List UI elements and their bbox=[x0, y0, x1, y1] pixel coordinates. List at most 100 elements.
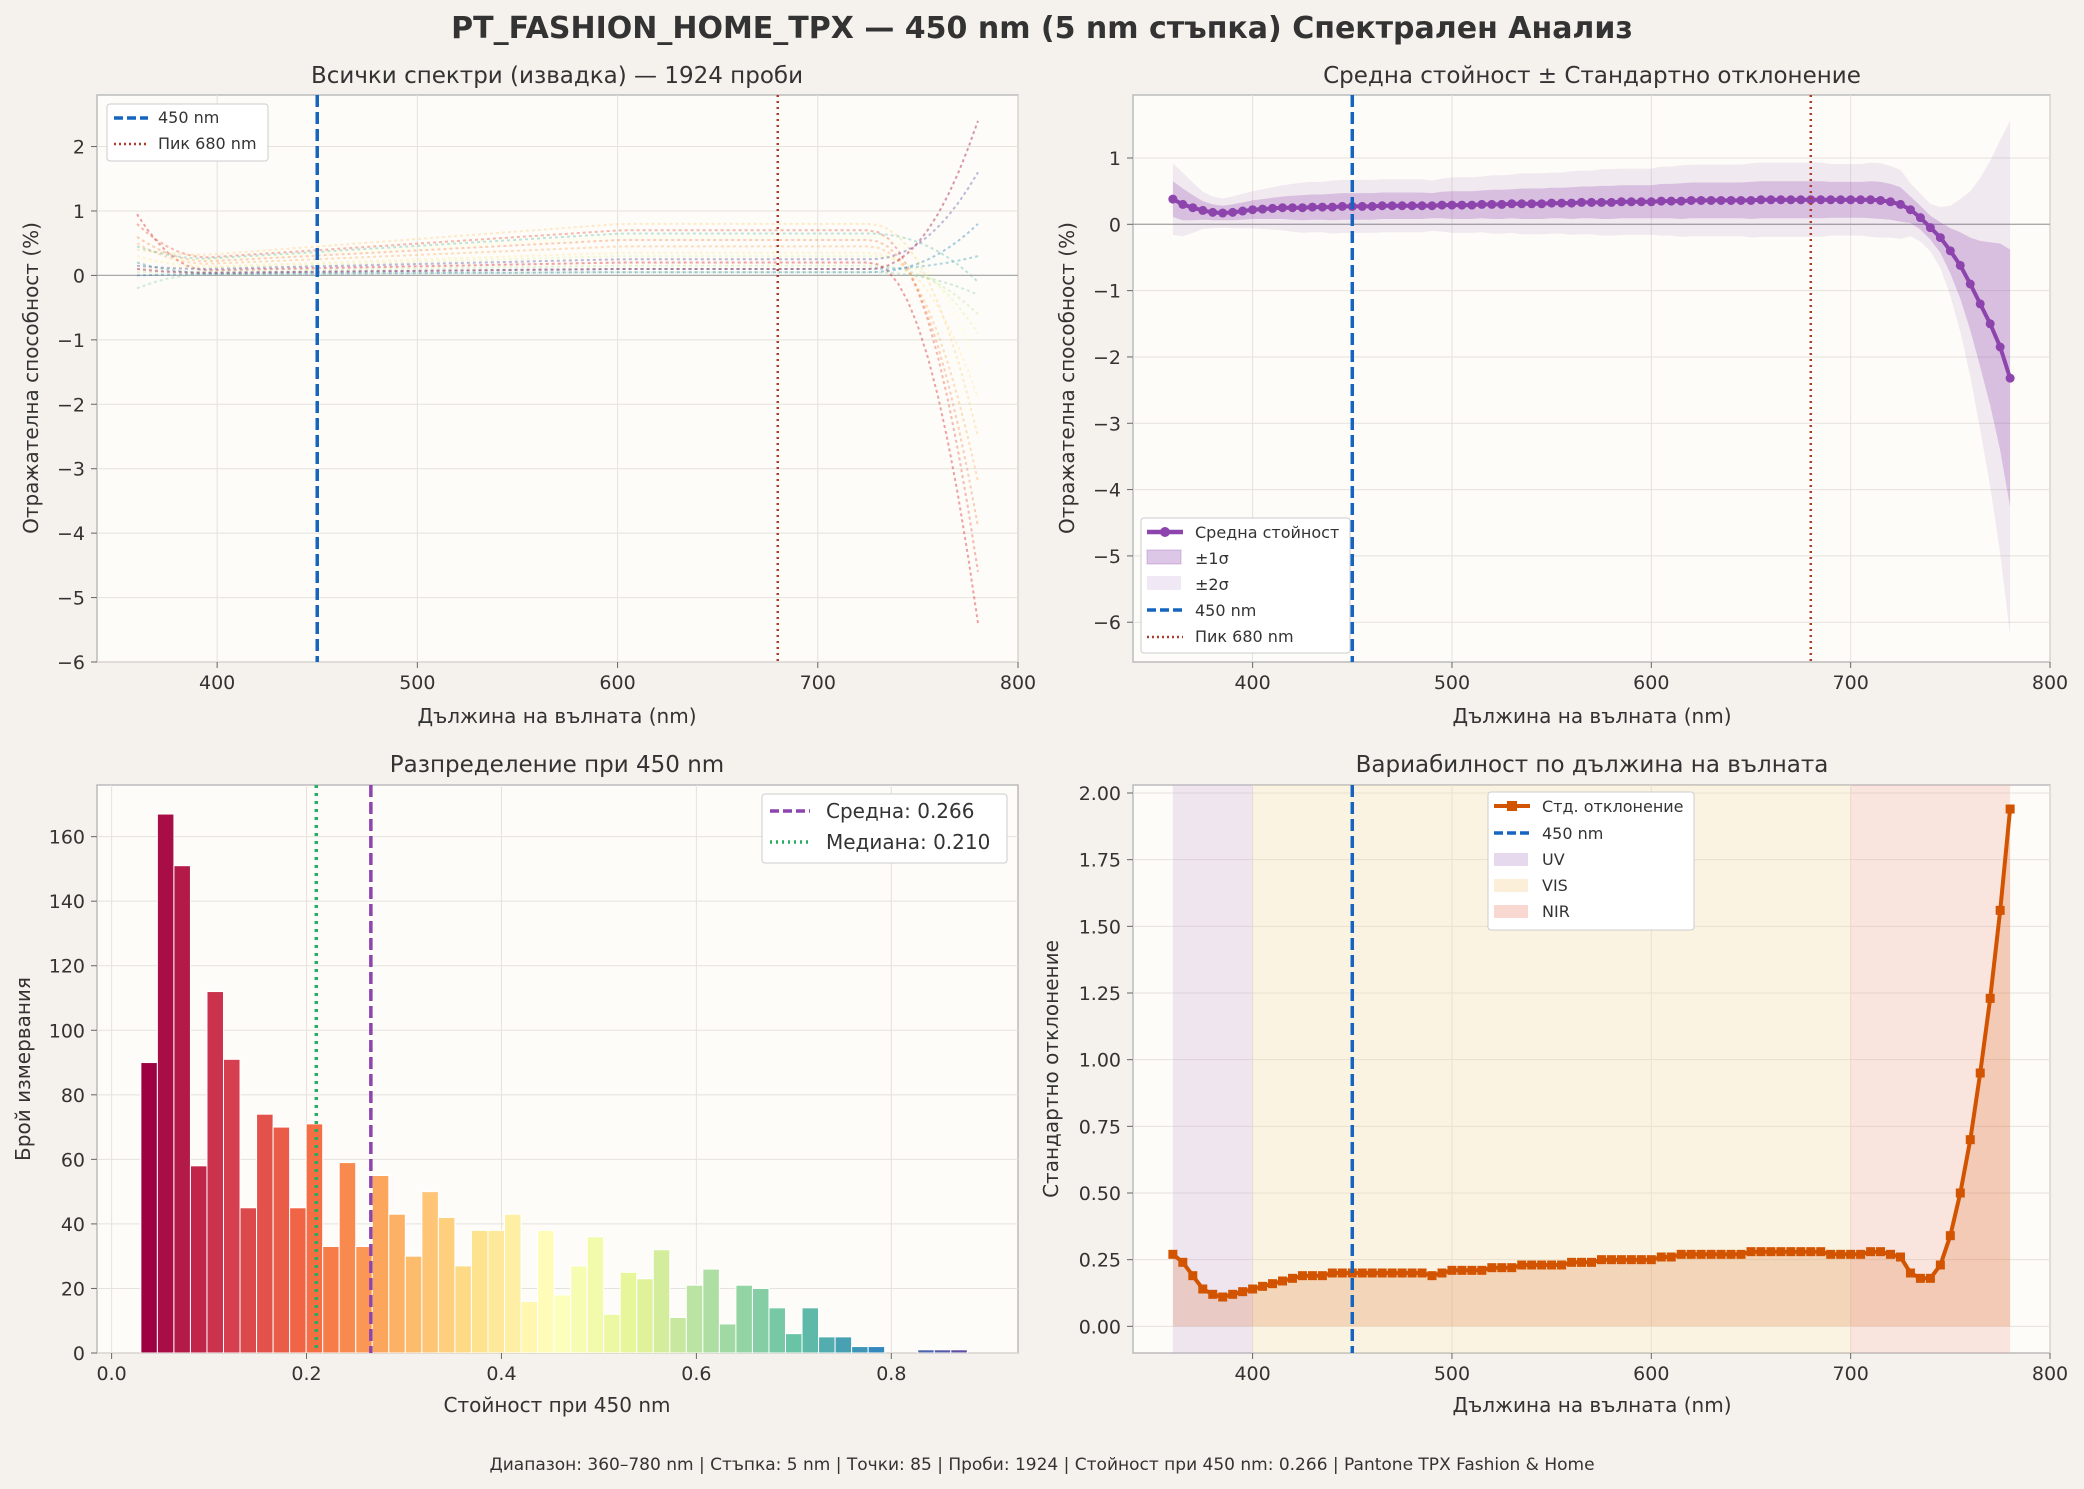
mean-point bbox=[1337, 201, 1347, 211]
legend-entry: ±2σ bbox=[1195, 575, 1229, 594]
grid bbox=[1133, 95, 2051, 662]
std-point bbox=[1886, 1249, 1896, 1259]
mean-point bbox=[1517, 199, 1527, 209]
legend-entry: VIS bbox=[1542, 876, 1568, 895]
mean-point bbox=[1856, 195, 1866, 205]
mean-point bbox=[1776, 195, 1786, 205]
panel-title: Разпределение при 450 nm bbox=[390, 752, 724, 778]
y-tick-label: −4 bbox=[1093, 480, 1121, 502]
histogram-bar bbox=[206, 991, 225, 1353]
spectrum-curve bbox=[136, 271, 979, 296]
y-tick-label: 1.00 bbox=[1079, 1050, 1121, 1072]
mean-point bbox=[1945, 246, 1955, 256]
data-layer bbox=[136, 95, 979, 662]
axes: 400 500 600 700 800 0.00 0.25 0.50 0.75 1.00 1.25 1… bbox=[1079, 783, 2068, 1385]
histogram-bar bbox=[950, 1349, 968, 1353]
std-point bbox=[1198, 1284, 1208, 1294]
std-point bbox=[1955, 1188, 1965, 1198]
mean-point bbox=[1357, 201, 1367, 211]
histogram-bar bbox=[553, 1294, 572, 1353]
mean-point bbox=[1806, 195, 1816, 205]
std-point bbox=[1228, 1289, 1238, 1299]
histogram-bar bbox=[619, 1271, 638, 1353]
mean-point bbox=[2005, 373, 2015, 383]
y-tick-label: −3 bbox=[57, 459, 85, 481]
std-point bbox=[1587, 1257, 1596, 1267]
spectrum-curve bbox=[136, 264, 979, 315]
std-point bbox=[1596, 1255, 1606, 1265]
y-tick-label: 100 bbox=[49, 1020, 85, 1042]
std-point bbox=[1577, 1257, 1587, 1267]
y-tick-label: 40 bbox=[61, 1214, 85, 1236]
x-axis-label: Дължина на вълната (nm) bbox=[1453, 704, 1732, 728]
std-point bbox=[1487, 1263, 1497, 1273]
spectrum-curve bbox=[136, 120, 979, 274]
y-tick-label: 160 bbox=[49, 827, 85, 849]
std-point bbox=[1208, 1289, 1218, 1299]
std-point bbox=[1188, 1271, 1198, 1281]
std-point bbox=[1537, 1260, 1547, 1270]
mean-point bbox=[1487, 199, 1497, 209]
std-point bbox=[1856, 1249, 1866, 1259]
histogram-bar bbox=[256, 1113, 274, 1353]
histogram-bar bbox=[685, 1284, 704, 1353]
histogram-bar bbox=[652, 1249, 671, 1353]
std-point bbox=[1437, 1268, 1447, 1278]
mean-point bbox=[1826, 195, 1836, 205]
mean-point bbox=[1327, 202, 1337, 212]
std-point bbox=[1287, 1273, 1297, 1283]
mean-point bbox=[1895, 199, 1905, 209]
axes: 400 500 600 700 800 −6 −5 −4 −3 −2 −1 0 1 bbox=[1093, 148, 2068, 694]
histogram-bar bbox=[603, 1313, 621, 1353]
std-point bbox=[1397, 1268, 1407, 1278]
mean-point bbox=[1447, 200, 1457, 210]
mean-point bbox=[1985, 319, 1995, 329]
y-tick-label: −5 bbox=[1093, 546, 1121, 568]
mean-point bbox=[1537, 199, 1547, 209]
std-point bbox=[1517, 1260, 1527, 1270]
mean-point bbox=[1577, 197, 1587, 207]
histogram-bar bbox=[388, 1213, 406, 1353]
std-point bbox=[1447, 1265, 1457, 1275]
legend-entry: Средна стойност bbox=[1195, 523, 1339, 542]
histogram-bar bbox=[933, 1349, 952, 1353]
std-point bbox=[1796, 1247, 1806, 1257]
y-axis-label: Стандартно отклонение bbox=[1039, 940, 1063, 1198]
legend-entry: ±1σ bbox=[1195, 549, 1229, 568]
mean-point bbox=[1955, 260, 1965, 270]
std-point bbox=[1925, 1273, 1935, 1283]
mean-point bbox=[1168, 194, 1178, 204]
histogram-bar bbox=[834, 1336, 853, 1353]
y-axis-label: Брой измервания bbox=[11, 977, 35, 1161]
figure-title: PT_FASHION_HOME_TPX — 450 nm (5 nm стъпк… bbox=[451, 11, 1633, 46]
mean-point bbox=[1796, 195, 1806, 205]
legend-entry: 450 nm bbox=[1195, 601, 1256, 620]
y-tick-label: 1 bbox=[1109, 148, 1121, 170]
spectrum-curve bbox=[136, 235, 979, 366]
legend-entry: Средна: 0.266 bbox=[826, 799, 974, 823]
std-point bbox=[1467, 1265, 1477, 1275]
histogram-bar bbox=[239, 1207, 258, 1353]
y-axis-label: Отражателна способност (%) bbox=[1055, 222, 1079, 534]
legend-entry: Пик 680 nm bbox=[158, 134, 257, 153]
std-point bbox=[1995, 905, 2005, 915]
spectrum-curve bbox=[136, 251, 979, 399]
histogram-bar bbox=[189, 1165, 208, 1353]
axes: 0.0 0.2 0.4 0.6 0.8 0 20 40 60 80 100 120 140 160 bbox=[49, 827, 907, 1385]
mean-point bbox=[1287, 203, 1297, 213]
std-point bbox=[1676, 1249, 1686, 1259]
mean-point bbox=[1457, 200, 1467, 210]
mean-point bbox=[1736, 195, 1746, 205]
mean-point bbox=[1497, 199, 1507, 209]
std-point bbox=[1985, 993, 1995, 1003]
std-point bbox=[1736, 1249, 1746, 1259]
mean-point bbox=[1756, 195, 1766, 205]
mean-point bbox=[1557, 198, 1567, 208]
std-point bbox=[1915, 1273, 1925, 1283]
y-tick-label: 2.00 bbox=[1079, 783, 1121, 805]
x-tick-label: 0.2 bbox=[291, 1363, 321, 1385]
std-point bbox=[1866, 1247, 1876, 1257]
histogram-bar bbox=[520, 1300, 539, 1353]
legend-entry: NIR bbox=[1542, 902, 1570, 921]
